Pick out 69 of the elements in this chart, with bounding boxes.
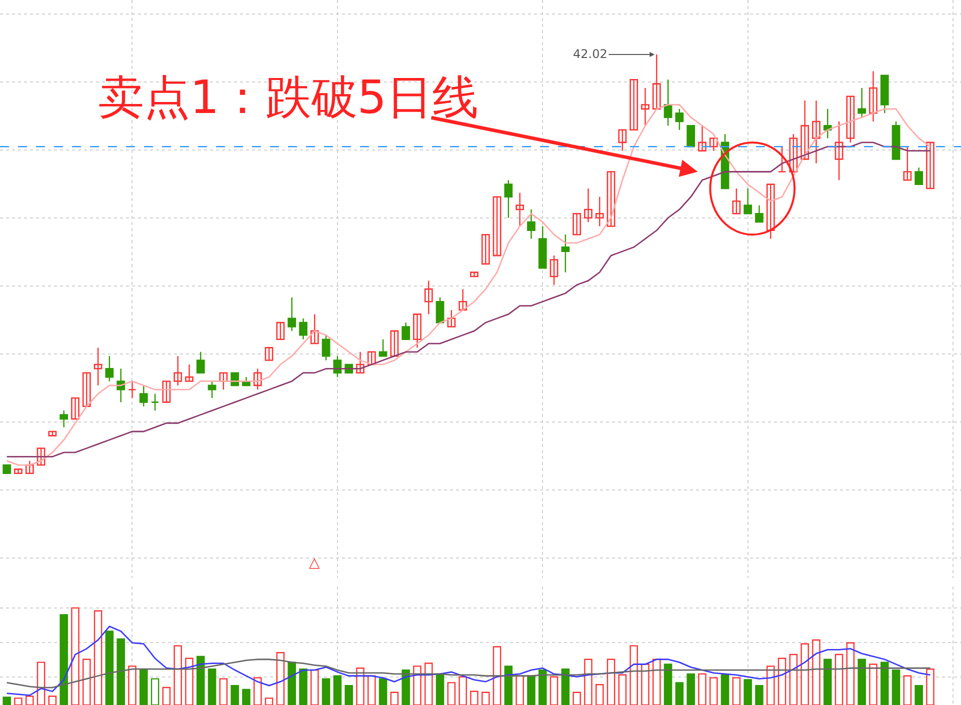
bar — [230, 684, 239, 705]
bar — [299, 668, 308, 705]
annotation: 卖点1：跌破5日线 — [98, 70, 479, 124]
bar — [686, 673, 695, 705]
candlestick — [481, 234, 490, 265]
text: △ — [309, 555, 320, 571]
bar — [2, 696, 11, 705]
candlestick — [778, 146, 786, 172]
candlestick — [276, 322, 285, 340]
bar — [208, 668, 216, 705]
bar — [436, 673, 444, 705]
bar — [527, 675, 536, 705]
bar — [378, 678, 388, 705]
candlestick — [470, 272, 478, 278]
candlestick — [606, 171, 616, 227]
bar — [914, 684, 923, 705]
bar — [242, 688, 250, 705]
candlestick — [128, 380, 136, 399]
candlestick — [424, 280, 433, 315]
candlestick — [538, 226, 547, 269]
bar — [744, 679, 752, 705]
bar — [561, 668, 570, 705]
candlestick — [71, 397, 80, 420]
bar — [892, 669, 900, 705]
bar — [196, 656, 205, 705]
bar — [504, 666, 513, 705]
bar — [823, 658, 832, 705]
candlestick — [139, 384, 148, 407]
candlestick — [14, 468, 22, 474]
bar — [538, 669, 547, 705]
candlestick — [367, 351, 376, 366]
bar — [720, 674, 730, 705]
bar — [664, 664, 672, 705]
candlestick — [230, 372, 240, 386]
bar — [880, 662, 889, 705]
candlestick — [561, 234, 570, 273]
candlestick — [390, 330, 399, 357]
bar — [105, 630, 114, 705]
candlestick — [196, 351, 205, 374]
bar — [116, 638, 125, 705]
bar — [140, 669, 148, 705]
bar — [60, 614, 68, 705]
candlestick — [150, 393, 160, 412]
bar — [755, 684, 764, 705]
candlestick — [926, 142, 934, 190]
bar — [333, 675, 342, 705]
candlestick — [618, 129, 627, 152]
bar — [858, 658, 866, 705]
candlestick — [595, 196, 604, 227]
candlestick — [732, 188, 741, 214]
candlestick — [744, 188, 752, 214]
candlestick — [2, 464, 12, 474]
candlestick — [185, 364, 194, 382]
bar — [402, 669, 410, 705]
annotation: 42.02 — [573, 47, 608, 61]
bar — [344, 684, 353, 705]
candlestick — [492, 196, 502, 256]
candlestick — [572, 213, 582, 236]
candlestick — [264, 347, 274, 361]
candlestick — [903, 146, 912, 181]
candlestick — [880, 74, 889, 114]
candlestick — [82, 372, 91, 408]
bar — [322, 678, 330, 705]
candlestick — [686, 125, 696, 148]
bar — [675, 682, 684, 705]
bar — [288, 662, 296, 705]
candlestick — [162, 380, 171, 403]
candlestick — [630, 78, 638, 131]
candlestick — [675, 108, 684, 130]
